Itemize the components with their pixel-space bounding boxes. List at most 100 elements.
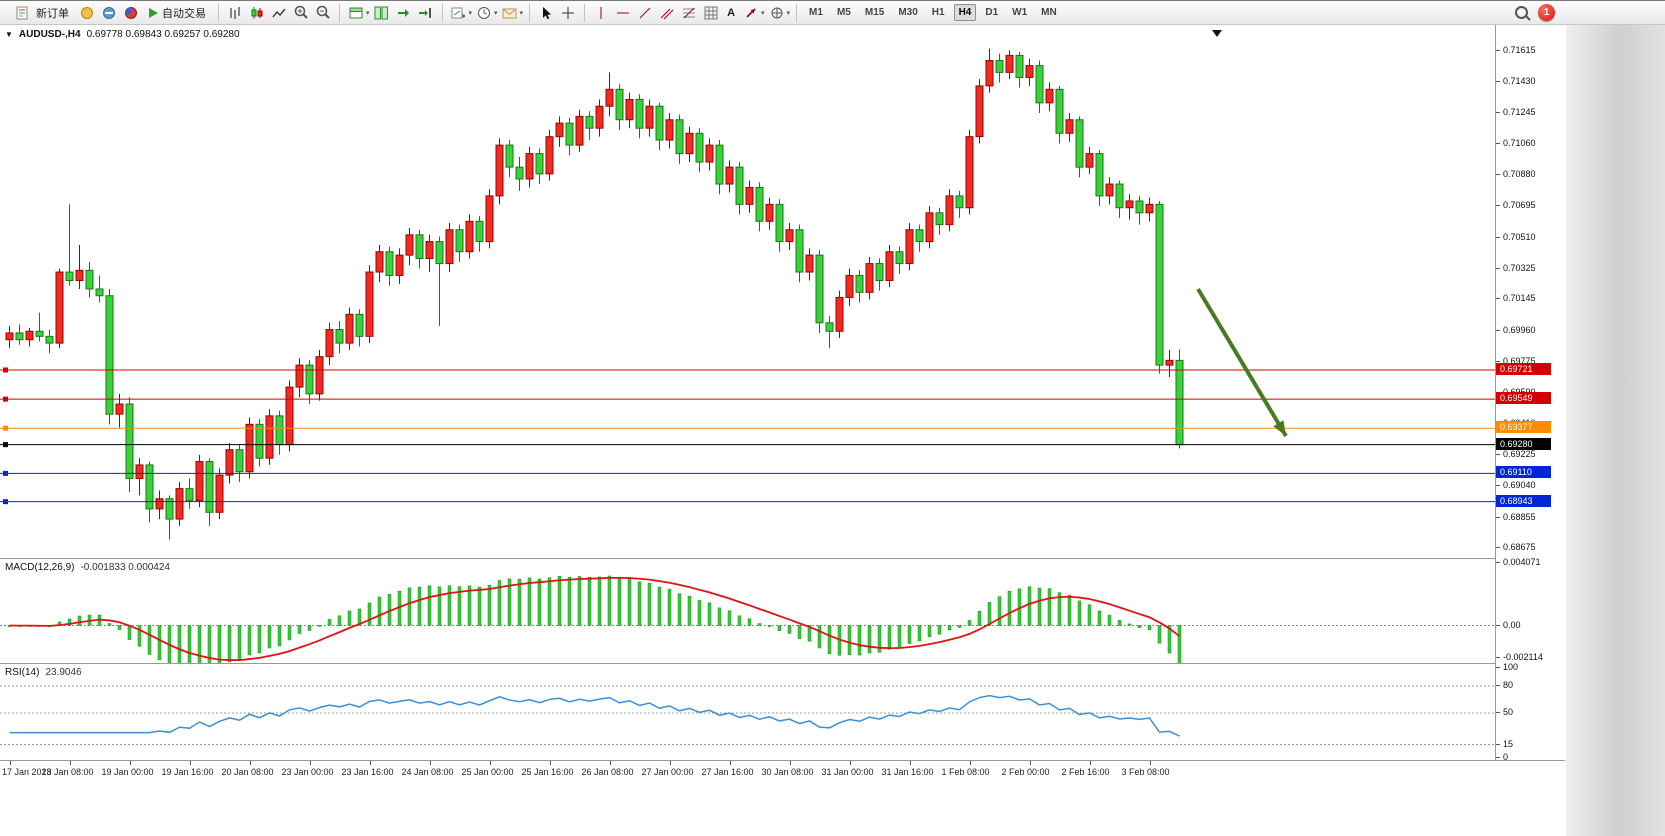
trendline-icon[interactable] [635, 3, 655, 23]
macd-panel[interactable]: MACD(12,26,9) -0.001833 0.000424 [0, 558, 1495, 663]
arrow-tool-icon[interactable] [741, 3, 761, 23]
text-tool-button[interactable]: A [723, 2, 739, 24]
chart-header: ▼ AUDUSD-,H4 0.69778 0.69843 0.69257 0.6… [5, 29, 240, 40]
timeframe-m1-button[interactable]: M1 [809, 7, 823, 18]
collapse-chart-icon[interactable]: ▼ [5, 30, 13, 39]
macd-chart[interactable] [0, 559, 1495, 663]
price-tick-label: 0.70325 [1503, 262, 1536, 273]
arrow-tool-caret-icon[interactable]: ▾ [761, 9, 765, 17]
price-tick-label: 0.70880 [1503, 168, 1536, 179]
time-axis-label: 2 Feb 00:00 [1001, 767, 1050, 777]
axis-tick [1496, 205, 1500, 207]
time-axis-label: 26 Jan 08:00 [581, 767, 634, 777]
timeframe-m5-button[interactable]: M5 [836, 7, 851, 18]
timeframe-h1-button[interactable]: H1 [931, 7, 945, 18]
cycles-caret-icon[interactable]: ▾ [786, 9, 791, 17]
time-axis-tick [549, 761, 551, 765]
axis-tick [1496, 485, 1500, 487]
profiles-icon[interactable] [99, 3, 119, 23]
price-line-label[interactable]: 0.69110 [1496, 466, 1551, 479]
fibonacci-icon[interactable] [679, 3, 699, 23]
new-order-button[interactable]: 新订单 [6, 2, 75, 24]
time-axis-label: 27 Jan 00:00 [641, 767, 694, 777]
axis-tick [1496, 173, 1500, 175]
cursor-icon[interactable] [536, 3, 556, 23]
price-line-label[interactable]: 0.68943 [1496, 494, 1551, 507]
award-icon[interactable] [77, 3, 97, 23]
time-axis-tick [849, 761, 851, 765]
notification-badge[interactable]: 1 [1538, 4, 1555, 21]
time-axis-tick [669, 761, 671, 765]
price-line-label[interactable]: 0.69549 [1496, 392, 1551, 405]
timeframe-m15-button[interactable]: M15 [864, 7, 885, 18]
current-price-label[interactable]: 0.69280 [1496, 437, 1551, 450]
add-indicator-icon[interactable] [449, 3, 469, 23]
tile-windows-icon[interactable] [372, 3, 392, 23]
new-chart-icon[interactable] [346, 3, 366, 23]
zoom-in-icon[interactable] [291, 3, 311, 23]
channel-icon[interactable] [657, 3, 677, 23]
timeframe-w1-button[interactable]: W1 [1012, 7, 1028, 18]
axis-tick [1496, 757, 1500, 758]
axis-tick [1496, 143, 1500, 145]
period-caret-icon[interactable]: ▾ [494, 9, 498, 17]
macd-axis-label: 0.004071 [1503, 557, 1541, 568]
time-axis-tick [1029, 761, 1031, 765]
crosshair-icon[interactable] [558, 3, 578, 23]
auto-scroll-icon[interactable] [394, 3, 414, 23]
axis-tick [1496, 298, 1500, 300]
macd-values-label: -0.001833 0.000424 [80, 562, 170, 573]
horizontal-line-icon[interactable] [613, 3, 633, 23]
price-line-label[interactable]: 0.69721 [1496, 363, 1551, 375]
time-axis-label: 23 Jan 00:00 [281, 767, 334, 777]
auto-trading-button[interactable]: 自动交易 [143, 2, 212, 24]
price-tick-label: 0.71615 [1503, 44, 1536, 55]
timeframe-mn-button[interactable]: MN [1041, 7, 1057, 18]
ohlc-bars-chart-icon[interactable] [225, 3, 245, 23]
timeframe-d1-button[interactable]: D1 [985, 7, 999, 18]
new-chart-caret-icon[interactable]: ▾ [366, 9, 370, 17]
add-indicator-caret-icon[interactable]: ▾ [468, 9, 473, 17]
timeframe-m30-button[interactable]: M30 [898, 7, 918, 18]
period-clock-icon[interactable] [474, 3, 494, 23]
template-caret-icon[interactable]: ▾ [519, 9, 524, 17]
vertical-line-icon[interactable] [591, 3, 611, 23]
macd-name-label: MACD(12,26,9) [5, 562, 75, 573]
axis-tick [1496, 667, 1500, 668]
time-axis[interactable]: 17 Jan 2023 18 Jan 08:00 19 Jan 00:00 19 Ja… [0, 760, 1565, 783]
timeframe-h4-button[interactable]: H4 [953, 4, 977, 21]
chart-shift-icon[interactable] [416, 3, 436, 23]
price-tick-label: 0.68675 [1503, 542, 1536, 552]
rsi-axis-label: 100 [1503, 662, 1519, 672]
toolbar: 新订单 自动交易 ▾ ▾ ▾ [0, 0, 1665, 25]
axis-tick [1496, 453, 1500, 455]
new-order-icon [12, 3, 32, 23]
history-pie-icon[interactable] [121, 3, 141, 23]
main-chart-panel[interactable]: ▼ AUDUSD-,H4 0.69778 0.69843 0.69257 0.6… [0, 25, 1495, 558]
axis-tick [1496, 562, 1500, 564]
search-icon[interactable] [1515, 6, 1528, 19]
axis-tick [1496, 80, 1500, 82]
time-axis-label: 31 Jan 16:00 [881, 767, 934, 777]
zoom-out-icon[interactable] [313, 3, 333, 23]
time-axis-label: 3 Feb 08:00 [1121, 767, 1170, 777]
macd-axis-label: -0.002114 [1503, 651, 1543, 662]
axis-tick [1496, 267, 1500, 269]
template-envelope-icon[interactable] [500, 3, 520, 23]
toolbar-separator [441, 3, 443, 22]
axis-tick [1496, 712, 1500, 713]
rsi-name-label: RSI(14) [5, 667, 40, 678]
axis-tick [1496, 236, 1500, 238]
grid-icon[interactable] [701, 3, 721, 23]
time-axis-tick [369, 761, 371, 765]
price-line-label[interactable]: 0.69377 [1496, 421, 1551, 434]
candlestick-chart[interactable] [0, 25, 1495, 558]
cycles-icon[interactable] [767, 3, 787, 23]
rsi-chart[interactable] [0, 664, 1495, 760]
line-chart-icon[interactable] [269, 3, 289, 23]
time-axis-label: 27 Jan 16:00 [701, 767, 754, 777]
price-scale[interactable]: 0.71615 0.71430 0.71245 0.71060 0.70880 0.706… [1495, 25, 1565, 783]
price-tick-label: 0.69775 [1503, 355, 1536, 366]
candlestick-chart-icon[interactable] [247, 3, 267, 23]
rsi-panel[interactable]: RSI(14) 23.9046 [0, 663, 1495, 760]
